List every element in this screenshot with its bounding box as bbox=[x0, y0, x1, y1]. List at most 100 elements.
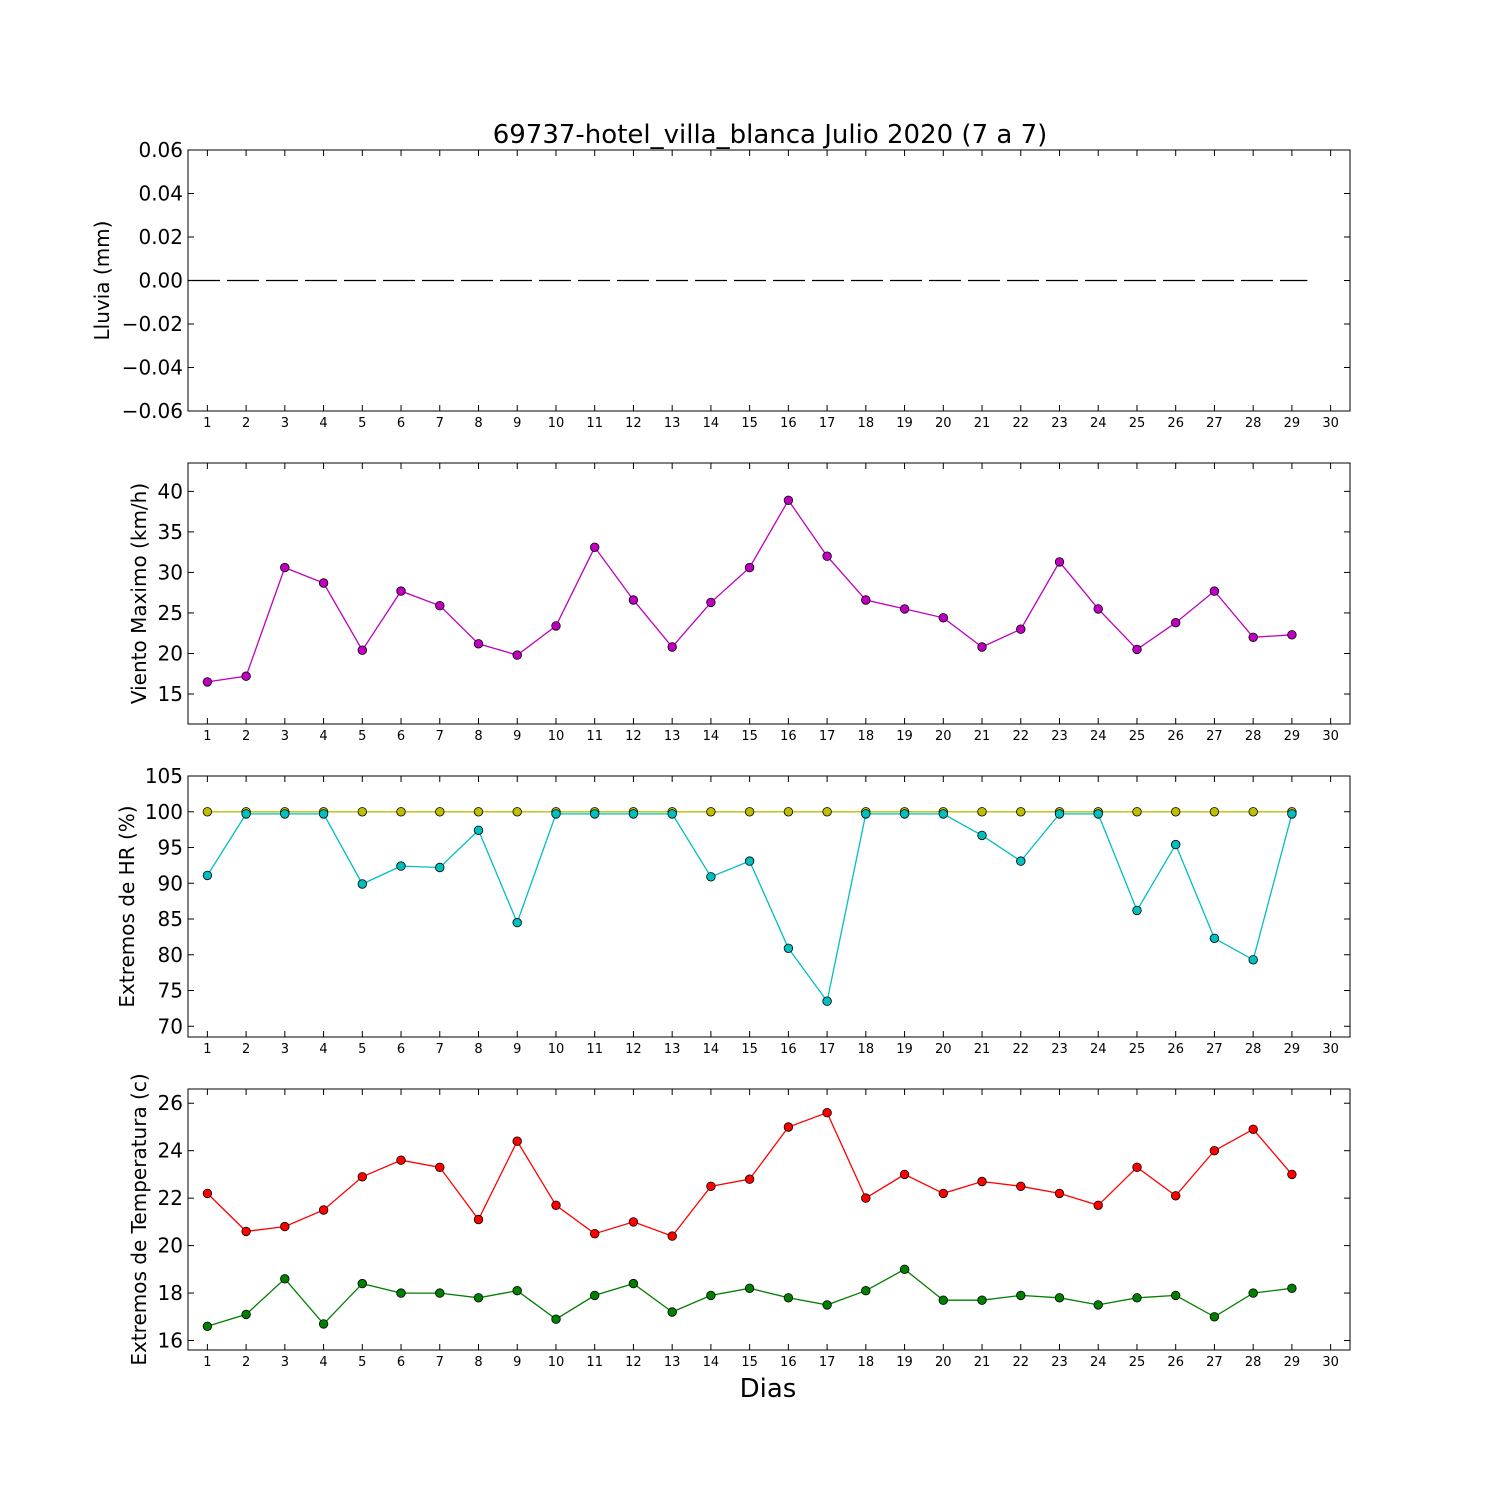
series-line-1 bbox=[207, 499, 1292, 683]
x-tick-label: 16 bbox=[780, 1355, 797, 1370]
data-point bbox=[1132, 1162, 1142, 1173]
series-line-2 bbox=[207, 1268, 1292, 1327]
y-tick-label: 26 bbox=[158, 1091, 183, 1115]
data-point bbox=[435, 1162, 445, 1173]
data-point bbox=[1016, 807, 1026, 817]
x-tick-label: 10 bbox=[548, 416, 565, 431]
x-tick-label: 1 bbox=[203, 729, 211, 744]
data-point bbox=[1209, 1312, 1220, 1322]
x-tick-label: 9 bbox=[513, 1355, 521, 1370]
x-tick-label: 5 bbox=[358, 1042, 366, 1057]
data-point bbox=[551, 809, 561, 819]
data-point bbox=[590, 809, 600, 819]
x-tick-label: 20 bbox=[935, 729, 952, 744]
data-point bbox=[822, 1107, 832, 1118]
y-tick-label: 20 bbox=[158, 1234, 183, 1258]
x-tick-label: 21 bbox=[974, 1355, 991, 1370]
x-tick-label: 27 bbox=[1206, 729, 1223, 744]
y-tick-label: 100 bbox=[145, 800, 183, 824]
x-tick-label: 4 bbox=[319, 1042, 327, 1057]
x-tick-label: 30 bbox=[1322, 1042, 1339, 1057]
x-tick-label: 6 bbox=[397, 1042, 405, 1057]
data-point bbox=[280, 1221, 290, 1232]
data-point bbox=[1016, 856, 1026, 866]
data-point bbox=[977, 1295, 987, 1305]
data-point bbox=[1093, 809, 1103, 819]
data-point bbox=[1209, 933, 1220, 944]
x-tick-label: 6 bbox=[397, 1355, 405, 1370]
data-point bbox=[706, 872, 716, 882]
data-point bbox=[396, 1155, 406, 1165]
data-point bbox=[202, 1321, 213, 1332]
x-tick-label: 21 bbox=[974, 416, 991, 431]
x-tick-label: 27 bbox=[1206, 416, 1223, 431]
x-tick-label: 3 bbox=[281, 729, 289, 744]
y-tick-label: 70 bbox=[158, 1014, 183, 1038]
x-tick-label: 16 bbox=[780, 729, 797, 744]
data-point bbox=[1093, 1200, 1103, 1211]
data-point bbox=[1016, 1290, 1026, 1301]
x-tick-label: 28 bbox=[1245, 1042, 1262, 1057]
x-tick-label: 14 bbox=[703, 1355, 720, 1370]
data-point bbox=[1248, 1124, 1258, 1135]
x-tick-label: 29 bbox=[1284, 416, 1301, 431]
x-tick-label: 2 bbox=[242, 1355, 250, 1370]
data-point bbox=[706, 597, 716, 608]
data-point bbox=[1132, 807, 1142, 817]
data-point bbox=[280, 1274, 290, 1284]
x-tick-label: 11 bbox=[586, 1042, 603, 1057]
x-tick-label: 15 bbox=[741, 1042, 758, 1057]
data-point bbox=[899, 1264, 910, 1275]
x-tick-label: 20 bbox=[935, 1355, 952, 1370]
x-tick-label: 14 bbox=[703, 729, 720, 744]
x-tick-label: 12 bbox=[625, 416, 642, 431]
data-point bbox=[202, 1188, 213, 1199]
x-tick-label: 29 bbox=[1284, 1355, 1301, 1370]
x-tick-label: 29 bbox=[1284, 1042, 1301, 1057]
axes-frame bbox=[187, 1088, 1351, 1351]
data-point bbox=[241, 671, 251, 681]
y-tick-label: 105 bbox=[145, 764, 183, 788]
x-tick-label: 17 bbox=[819, 1042, 836, 1057]
data-point bbox=[1132, 1293, 1142, 1303]
x-tick-label: 18 bbox=[858, 1355, 875, 1370]
x-tick-label: 22 bbox=[1012, 1355, 1029, 1370]
y-tick-label: 20 bbox=[158, 641, 183, 665]
data-point bbox=[744, 807, 755, 817]
data-point bbox=[512, 807, 522, 817]
data-point bbox=[977, 807, 987, 817]
data-point bbox=[667, 1307, 677, 1317]
data-point bbox=[1170, 1191, 1181, 1201]
x-tick-label: 24 bbox=[1090, 1355, 1107, 1370]
x-tick-label: 24 bbox=[1090, 729, 1107, 744]
x-tick-label: 3 bbox=[281, 416, 289, 431]
x-tick-label: 22 bbox=[1012, 416, 1029, 431]
data-point bbox=[822, 1300, 832, 1310]
chart-title: 69737-hotel_villa_blanca Julio 2020 (7 a… bbox=[493, 120, 1048, 150]
x-tick-label: 5 bbox=[358, 729, 366, 744]
data-point bbox=[318, 809, 329, 819]
x-tick-label: 27 bbox=[1206, 1355, 1223, 1370]
data-point bbox=[473, 639, 484, 649]
y-tick-label: 18 bbox=[158, 1281, 183, 1305]
data-point bbox=[1170, 807, 1181, 817]
x-tick-label: 11 bbox=[586, 416, 603, 431]
y-axis-label: Extremos de Temperatura (c) bbox=[127, 1073, 151, 1365]
y-tick-label: 35 bbox=[158, 520, 183, 544]
data-point bbox=[744, 856, 755, 866]
x-tick-label: 10 bbox=[548, 1355, 565, 1370]
x-tick-label: 13 bbox=[664, 729, 681, 744]
x-tick-label: 7 bbox=[436, 1042, 444, 1057]
data-point bbox=[1054, 557, 1065, 567]
data-point bbox=[1054, 809, 1065, 819]
x-tick-label: 25 bbox=[1129, 416, 1146, 431]
y-tick-label: −0.04 bbox=[122, 356, 183, 380]
data-point bbox=[1016, 624, 1026, 634]
data-point bbox=[667, 809, 677, 819]
data-point bbox=[1248, 632, 1258, 643]
x-tick-label: 8 bbox=[474, 729, 482, 744]
data-point bbox=[1248, 807, 1258, 817]
